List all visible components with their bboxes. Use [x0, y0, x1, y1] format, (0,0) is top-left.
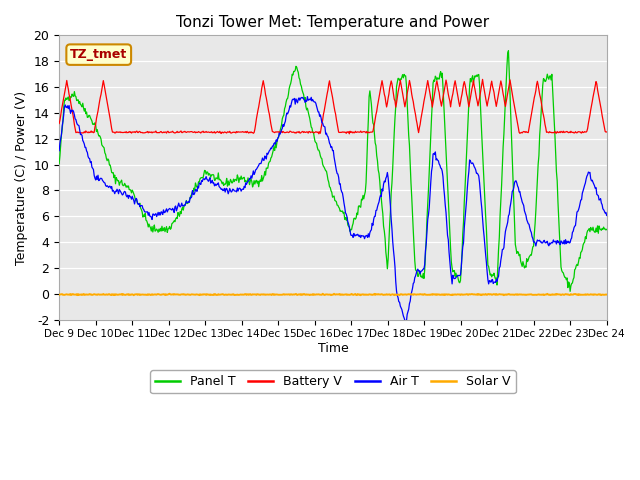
Text: TZ_tmet: TZ_tmet — [70, 48, 127, 61]
Title: Tonzi Tower Met: Temperature and Power: Tonzi Tower Met: Temperature and Power — [177, 15, 490, 30]
X-axis label: Time: Time — [317, 342, 348, 355]
Y-axis label: Temperature (C) / Power (V): Temperature (C) / Power (V) — [15, 91, 28, 264]
Legend: Panel T, Battery V, Air T, Solar V: Panel T, Battery V, Air T, Solar V — [150, 370, 516, 393]
